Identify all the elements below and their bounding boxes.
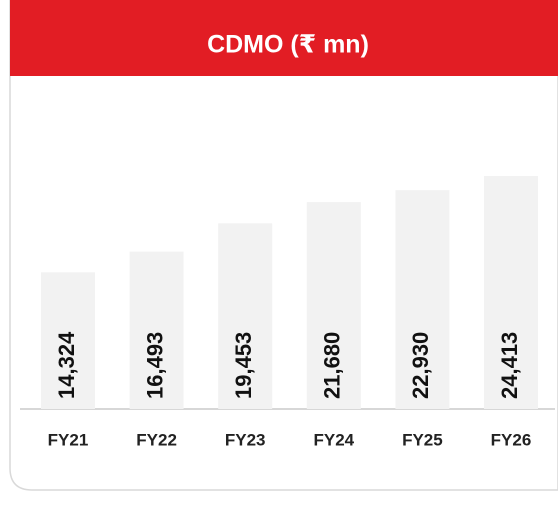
bar bbox=[41, 272, 95, 409]
x-tick-label: FY23 bbox=[225, 430, 266, 449]
x-tick-label: FY25 bbox=[402, 430, 443, 449]
header bbox=[10, 0, 558, 76]
x-tick-label: FY21 bbox=[48, 430, 89, 449]
value-label: 19,453 bbox=[231, 332, 256, 399]
x-tick-label: FY26 bbox=[491, 430, 532, 449]
value-label: 21,680 bbox=[320, 332, 345, 399]
chart-title: CDMO (₹ mn) bbox=[207, 31, 369, 59]
value-label: 24,413 bbox=[497, 332, 522, 399]
bar bbox=[218, 223, 273, 409]
bar bbox=[129, 251, 184, 409]
value-label: 16,493 bbox=[142, 332, 167, 399]
bar bbox=[395, 190, 450, 409]
x-tick-label: FY22 bbox=[136, 430, 177, 449]
x-tick-label: FY24 bbox=[313, 430, 354, 449]
bar bbox=[484, 176, 538, 409]
bar bbox=[306, 202, 361, 409]
value-label: 22,930 bbox=[408, 332, 433, 399]
value-label: 14,324 bbox=[54, 331, 79, 399]
